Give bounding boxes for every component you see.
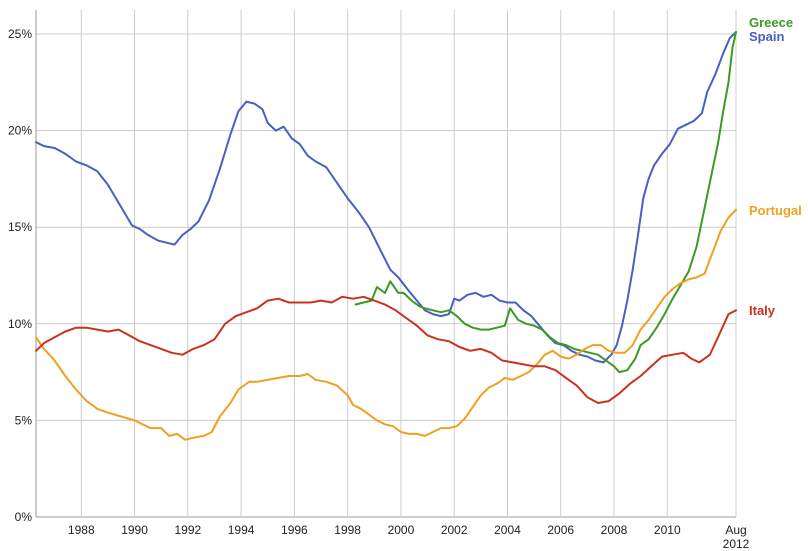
- x-tick-label: 1994: [228, 523, 255, 537]
- series-line-portugal: [35, 208, 737, 441]
- x-tick-label: 2006: [547, 523, 574, 537]
- end-tick-label-month: Aug: [725, 523, 746, 537]
- series-label-portugal: Portugal: [749, 203, 802, 218]
- y-tick-label: 0%: [15, 510, 33, 524]
- x-tick-label: 2002: [441, 523, 468, 537]
- x-tick-label: 1988: [68, 523, 95, 537]
- x-tick-label: 1990: [121, 523, 148, 537]
- y-tick-label: 10%: [8, 317, 32, 331]
- grid-layer: [35, 10, 737, 518]
- y-tick-label: 15%: [8, 220, 32, 234]
- series-label-italy: Italy: [749, 303, 776, 318]
- series-layer: [35, 31, 737, 441]
- x-tick-label: 2008: [601, 523, 628, 537]
- series-line-spain: [35, 31, 737, 364]
- series-label-greece: Greece: [749, 15, 793, 30]
- x-tick-label: 1992: [174, 523, 201, 537]
- x-tick-label: 1996: [281, 523, 308, 537]
- x-tick-label: 2000: [388, 523, 415, 537]
- x-tick-label: 2010: [654, 523, 681, 537]
- y-tick-label: 20%: [8, 124, 32, 138]
- end-tick-label-year: 2012: [723, 537, 750, 551]
- axis-layer: 0% 5% 10% 15% 20% 25% 1988 1990 1992 1994 1996 1998…: [8, 27, 750, 551]
- series-label-spain: Spain: [749, 29, 784, 44]
- x-tick-label: 1998: [334, 523, 361, 537]
- y-tick-label: 25%: [8, 27, 32, 41]
- y-tick-label: 5%: [15, 413, 33, 427]
- series-line-italy: [35, 295, 737, 404]
- series-line-greece: [354, 31, 737, 374]
- x-tick-label: 2004: [494, 523, 521, 537]
